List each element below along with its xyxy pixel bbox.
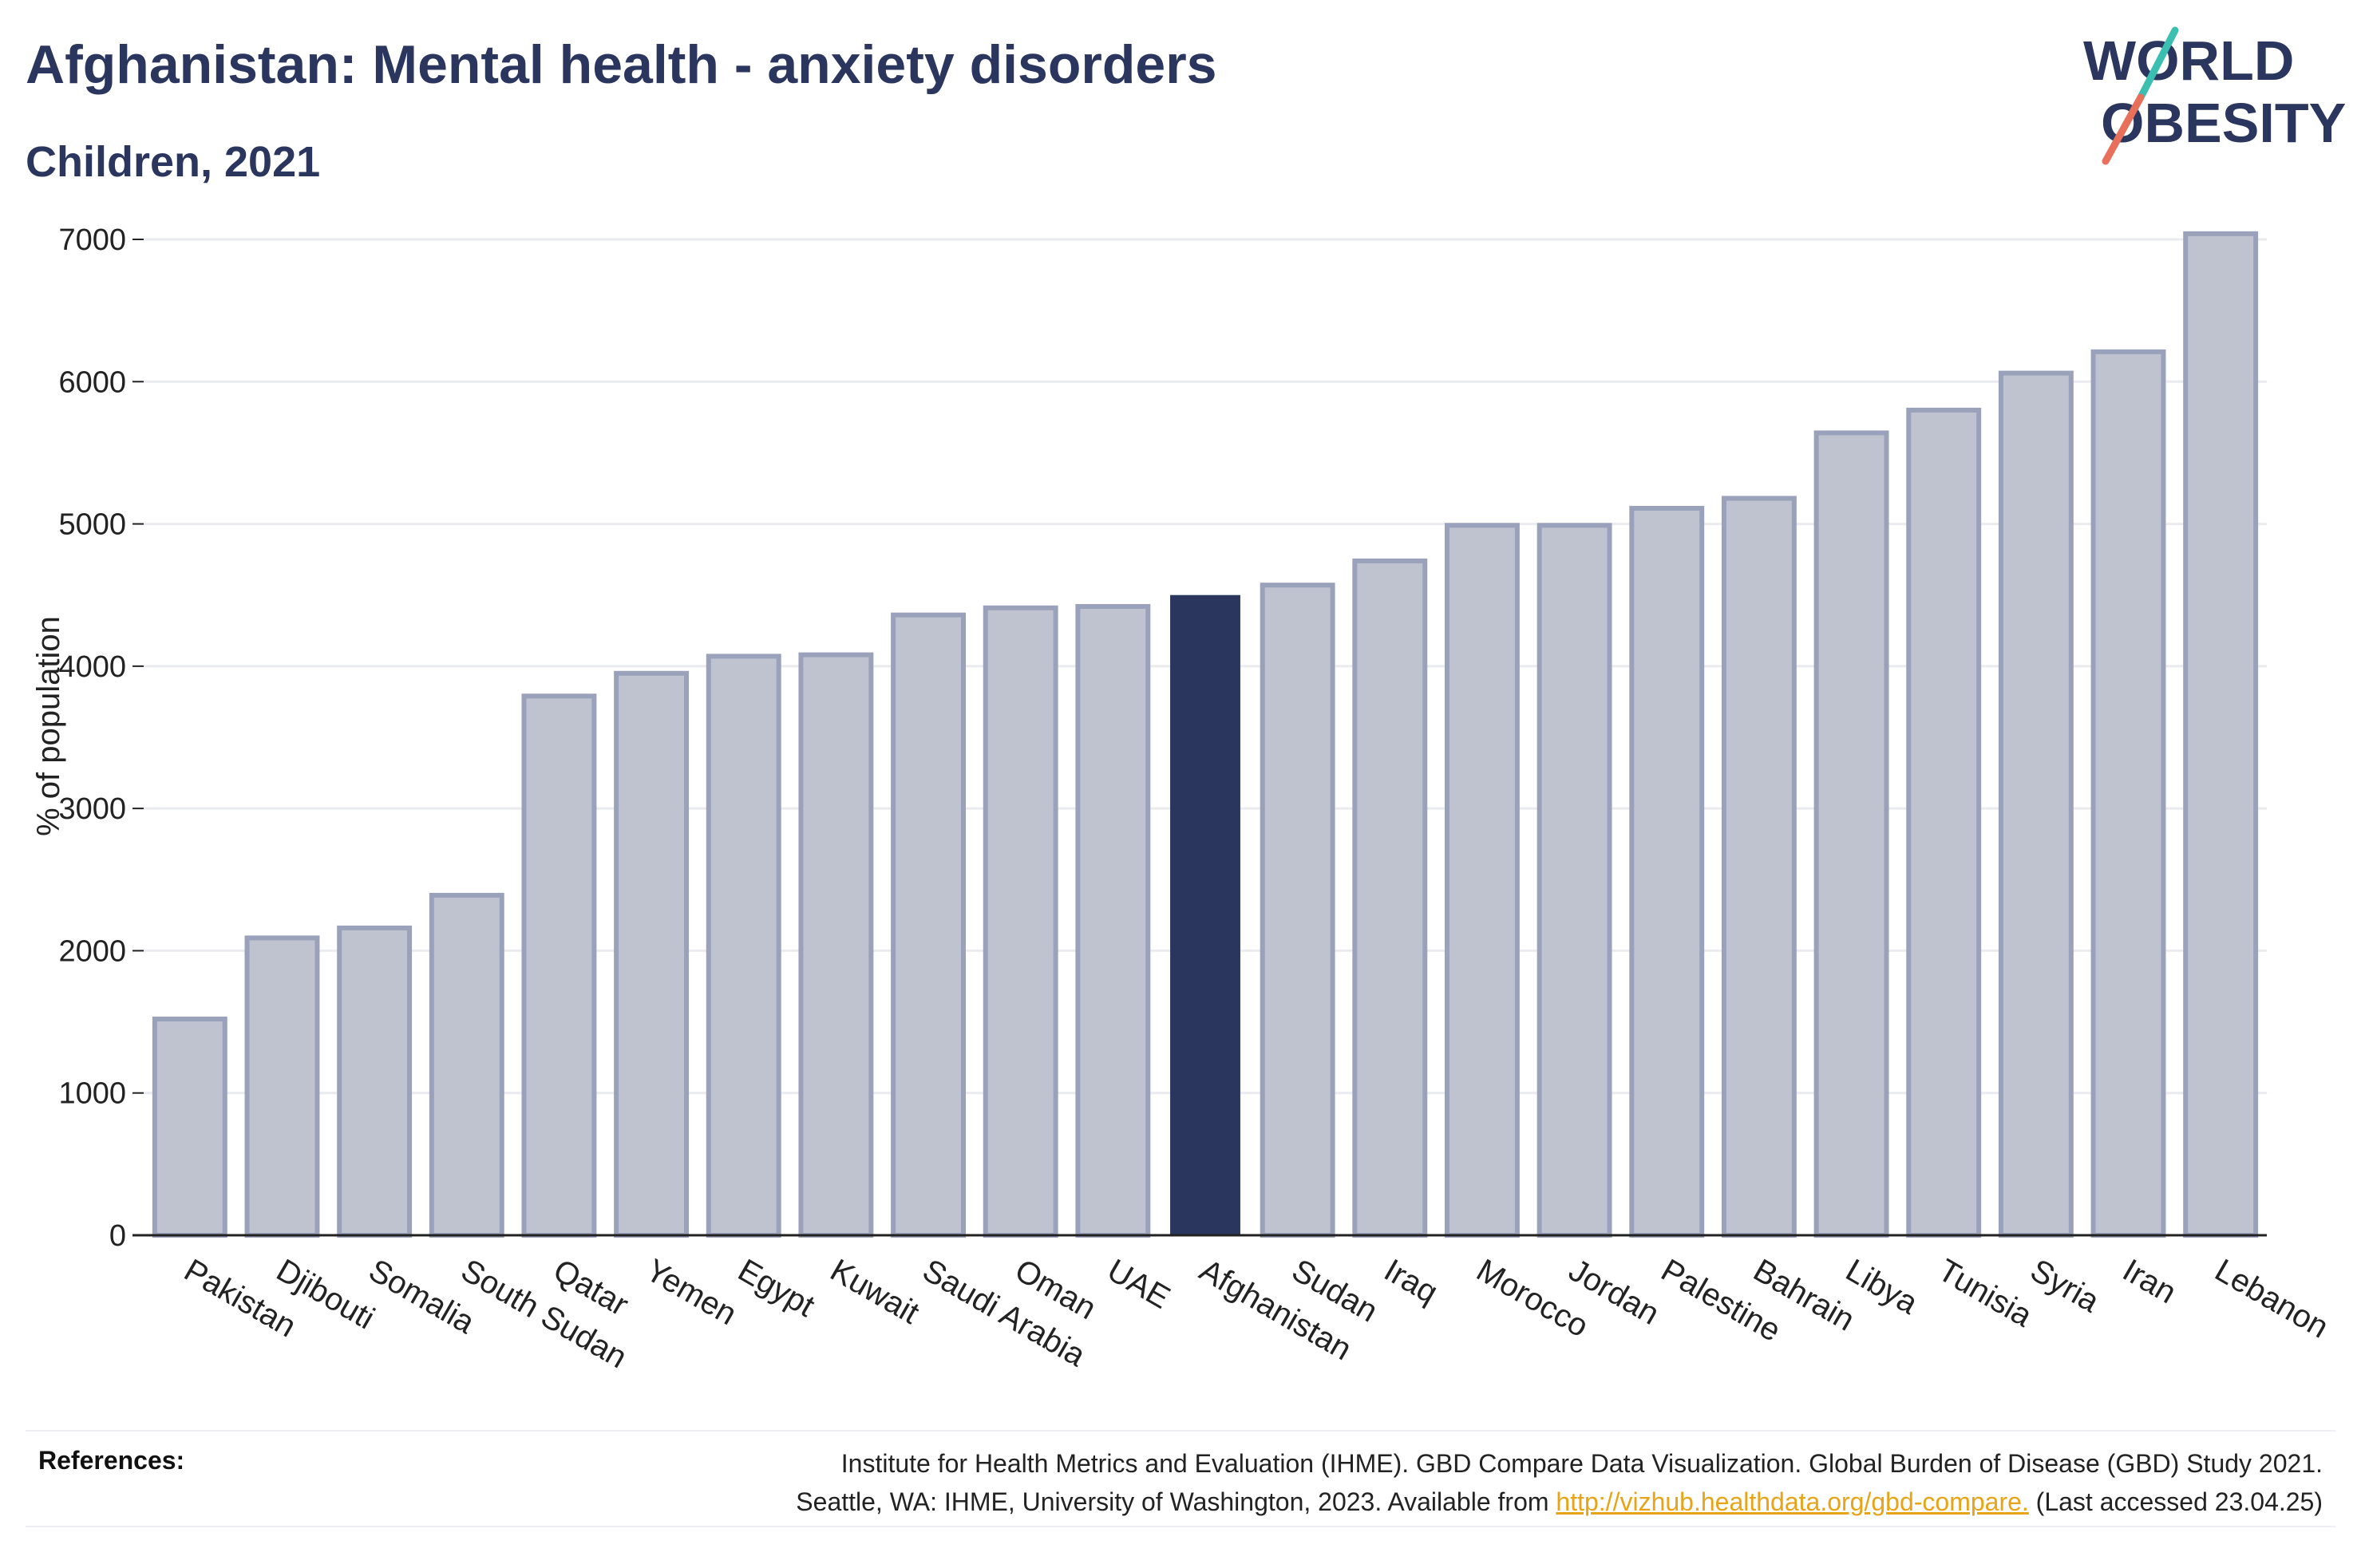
x-tick-label: Syria xyxy=(2024,1253,2106,1320)
references-line-2: Seattle, WA: IHME, University of Washing… xyxy=(796,1483,2323,1521)
bar-iran[interactable] xyxy=(2090,349,2166,1238)
y-tick-label: 5000 xyxy=(58,508,126,542)
chart-title: Afghanistan: Mental health - anxiety dis… xyxy=(26,34,1217,95)
bar-libya[interactable] xyxy=(1813,430,1889,1238)
bar-oman[interactable] xyxy=(983,605,1058,1238)
x-tick-label: Iran xyxy=(2117,1253,2182,1311)
x-tick-label: Iraq xyxy=(1378,1253,1444,1311)
bar-afghanistan[interactable] xyxy=(1170,594,1240,1235)
y-axis-label: % of population xyxy=(31,616,66,836)
bars xyxy=(152,231,2259,1238)
bar-pakistan[interactable] xyxy=(152,1017,227,1238)
logo-slash-coral xyxy=(2102,93,2145,165)
world-obesity-logo: WORLD OBESITY xyxy=(2083,26,2346,165)
bar-yemen[interactable] xyxy=(614,670,690,1238)
references-link[interactable]: http://vizhub.healthdata.org/gbd-compare… xyxy=(1556,1487,2029,1516)
bar-somalia[interactable] xyxy=(337,925,413,1238)
x-tick-label: Tunisia xyxy=(1932,1253,2039,1334)
x-tick-label: Somalia xyxy=(363,1253,481,1341)
logo-text-world: WORLD xyxy=(2083,30,2294,92)
references-label: References: xyxy=(38,1446,185,1475)
references-divider-bottom xyxy=(26,1526,2335,1527)
y-tick-label: 4000 xyxy=(58,650,126,684)
bar-south-sudan[interactable] xyxy=(429,892,504,1238)
logo-slash-teal xyxy=(2137,26,2179,101)
references-divider-top xyxy=(26,1430,2335,1432)
references-line-2-prefix: Seattle, WA: IHME, University of Washing… xyxy=(796,1487,1556,1516)
bar-palestine[interactable] xyxy=(1629,505,1705,1238)
bar-tunisia[interactable] xyxy=(1906,407,1982,1238)
bar-djibouti[interactable] xyxy=(244,935,320,1238)
bar-chart: 01000200030004000500060007000PakistanDji… xyxy=(31,223,2335,1375)
bar-uae[interactable] xyxy=(1075,603,1151,1238)
bar-morocco[interactable] xyxy=(1445,523,1520,1238)
y-tick-label: 6000 xyxy=(58,365,126,399)
bar-egypt[interactable] xyxy=(706,654,781,1238)
x-tick-label: Kuwait xyxy=(825,1253,925,1331)
bar-saudi-arabia[interactable] xyxy=(891,612,966,1238)
references-text: Institute for Health Metrics and Evaluat… xyxy=(796,1444,2323,1521)
bar-lebanon[interactable] xyxy=(2183,231,2259,1238)
bar-iraq[interactable] xyxy=(1352,558,1428,1238)
y-tick-label: 7000 xyxy=(58,223,126,257)
x-tick-label: Egypt xyxy=(732,1253,821,1324)
chart-subtitle: Children, 2021 xyxy=(26,138,321,186)
y-tick-label: 1000 xyxy=(58,1077,126,1111)
y-tick-label: 0 xyxy=(109,1219,126,1253)
y-tick-label: 3000 xyxy=(58,792,126,826)
bar-jordan[interactable] xyxy=(1536,523,1612,1238)
x-tick-label: Yemen xyxy=(640,1253,743,1333)
bar-sudan[interactable] xyxy=(1260,583,1335,1238)
x-tick-label: UAE xyxy=(1101,1253,1176,1316)
references-line-1: Institute for Health Metrics and Evaluat… xyxy=(840,1449,2323,1478)
bar-bahrain[interactable] xyxy=(1721,496,1797,1238)
bar-syria[interactable] xyxy=(1998,370,2074,1238)
x-tick-label: Lebanon xyxy=(2209,1253,2335,1345)
bar-kuwait[interactable] xyxy=(798,652,874,1238)
bar-qatar[interactable] xyxy=(521,693,597,1238)
y-tick-label: 2000 xyxy=(58,934,126,968)
references-line-2-suffix: (Last accessed 23.04.25) xyxy=(2028,1487,2323,1516)
